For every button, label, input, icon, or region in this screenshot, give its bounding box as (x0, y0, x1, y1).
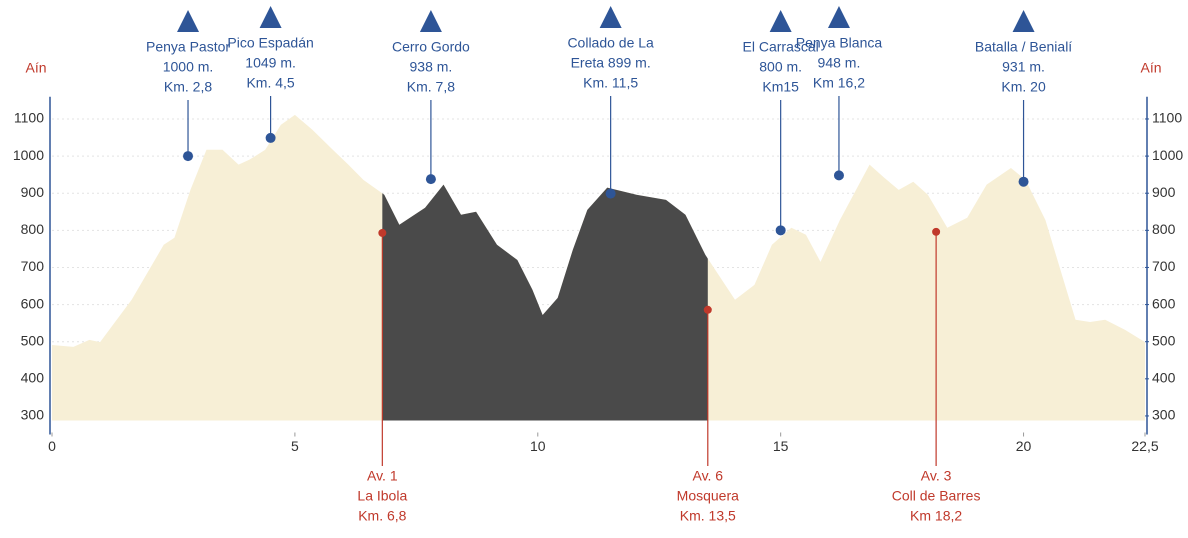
peak-label: Penya Blanca (796, 35, 883, 51)
y-tick-label: 1000 (13, 147, 44, 163)
aid-label: Av. 6 (692, 468, 723, 484)
y-tick-label: 300 (21, 407, 45, 423)
y-tick-label: 800 (21, 221, 45, 237)
y2-axis-label: Aín (1140, 60, 1161, 76)
aid-label: Km. 13,5 (680, 508, 736, 524)
x-tick-label: 15 (773, 438, 789, 454)
peak-dot (265, 132, 276, 143)
peak-label: Km. 2,8 (164, 79, 212, 95)
aid-label: Av. 3 (921, 468, 952, 484)
aid-label: La Ibola (357, 488, 407, 504)
peak-label: 931 m. (1002, 59, 1045, 75)
peak-dot (1018, 176, 1029, 187)
peak-label: Km. 4,5 (246, 75, 294, 91)
peak-icon (177, 10, 200, 32)
peak-label: Km. 7,8 (407, 79, 455, 95)
aid-label: Mosquera (677, 488, 739, 504)
y2-tick-label: 900 (1152, 184, 1176, 200)
peak-dot (775, 225, 786, 236)
peak-dot (183, 151, 194, 162)
y2-tick-label: 500 (1152, 332, 1176, 348)
peak-icon (599, 6, 622, 28)
y-tick-label: 600 (21, 295, 45, 311)
peak-label: Ereta 899 m. (571, 55, 651, 71)
y-tick-label: 700 (21, 258, 45, 274)
peak-label: 948 m. (818, 55, 861, 71)
aid-dot (703, 305, 712, 314)
y2-tick-label: 400 (1152, 370, 1176, 386)
y2-tick-label: 300 (1152, 407, 1176, 423)
peak-label: 938 m. (410, 59, 453, 75)
peak-icon (419, 10, 442, 32)
y2-tick-label: 1000 (1152, 147, 1183, 163)
y-tick-label: 1100 (14, 110, 44, 126)
peak-icon (769, 10, 792, 32)
y-tick-label: 500 (21, 332, 45, 348)
peak-dot (833, 170, 844, 181)
aid-label: Coll de Barres (892, 488, 981, 504)
aid-dot (932, 227, 941, 236)
aid-label: Km. 6,8 (358, 508, 406, 524)
peak-label: 1049 m. (245, 55, 296, 71)
peak-icon (1012, 10, 1035, 32)
highlight-area (382, 184, 708, 421)
peak-dot (605, 188, 616, 199)
peak-label: 800 m. (759, 59, 802, 75)
peak-label: 1000 m. (163, 59, 214, 75)
aid-dot (378, 228, 387, 237)
peak-icon (827, 6, 850, 28)
y2-tick-label: 700 (1152, 258, 1176, 274)
x-tick-label: 22,5 (1131, 438, 1158, 454)
y2-tick-label: 800 (1152, 221, 1176, 237)
x-tick-label: 10 (530, 438, 546, 454)
peak-dot (425, 174, 436, 185)
x-tick-label: 0 (48, 438, 56, 454)
y2-tick-label: 600 (1152, 295, 1176, 311)
peak-label: Cerro Gordo (392, 39, 470, 55)
y2-tick-label: 1100 (1152, 110, 1182, 126)
y-tick-label: 900 (21, 184, 45, 200)
peak-label: Km15 (762, 79, 799, 95)
aid-label: Av. 1 (367, 468, 398, 484)
peak-label: Collado de La (567, 35, 654, 51)
peak-label: Penya Pastor (146, 39, 230, 55)
peak-label: El Carrascal (743, 39, 819, 55)
y-tick-label: 400 (21, 370, 45, 386)
peak-label: Km. 20 (1001, 79, 1046, 95)
peak-label: Km 16,2 (813, 75, 865, 91)
peak-label: Batalla / Benialí (975, 39, 1072, 55)
y-axis-label: Aín (25, 60, 46, 76)
x-tick-label: 20 (1016, 438, 1032, 454)
aid-label: Km 18,2 (910, 508, 962, 524)
peak-label: Km. 11,5 (583, 75, 638, 91)
peak-label: Pico Espadán (227, 35, 313, 51)
peak-icon (259, 6, 282, 28)
x-tick-label: 5 (291, 438, 299, 454)
